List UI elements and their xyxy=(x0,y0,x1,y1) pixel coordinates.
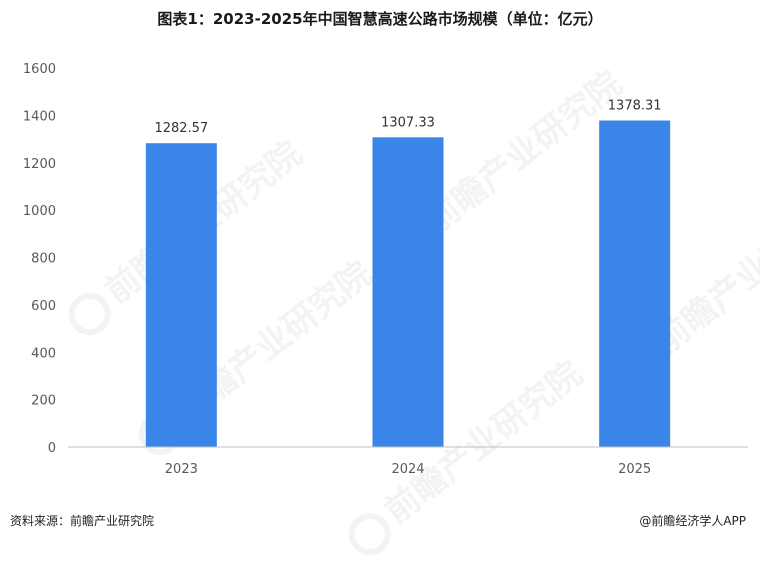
source-note: 资料来源：前瞻产业研究院 xyxy=(10,514,155,528)
x-tick-label: 2023 xyxy=(165,462,198,477)
x-tick-label: 2025 xyxy=(618,462,651,477)
bars xyxy=(145,120,671,448)
data-label-2025: 1378.31 xyxy=(608,99,662,114)
y-tick-label: 600 xyxy=(31,299,56,314)
y-tick-label: 400 xyxy=(31,346,56,361)
y-tick-label: 800 xyxy=(31,252,56,267)
brand-credit: @前瞻经济学人APP xyxy=(639,514,746,528)
chart-title: 图表1：2023-2025年中国智慧高速公路市场规模（单位：亿元） xyxy=(157,10,603,28)
y-tick-label: 1600 xyxy=(23,62,56,77)
y-tick-label: 0 xyxy=(48,441,56,456)
bar-2025 xyxy=(599,120,671,447)
bar-2023 xyxy=(145,143,217,448)
bar-2024 xyxy=(372,137,444,447)
y-axis-ticks: 0 200 400 600 800 1000 1200 1400 1600 xyxy=(23,62,56,456)
data-label-2024: 1307.33 xyxy=(381,115,435,130)
data-label-2023: 1282.57 xyxy=(154,121,208,136)
x-axis-ticks: 2023 2024 2025 xyxy=(165,462,651,477)
y-tick-label: 200 xyxy=(31,394,56,409)
data-labels: 1282.57 1307.33 1378.31 xyxy=(154,99,661,137)
x-tick-label: 2024 xyxy=(391,462,424,477)
bar-chart: 0 200 400 600 800 1000 1200 1400 1600 1282.57 130… xyxy=(23,62,748,477)
y-tick-label: 1200 xyxy=(23,157,56,172)
y-tick-label: 1000 xyxy=(23,204,56,219)
y-tick-label: 1400 xyxy=(23,109,56,124)
watermark-icon xyxy=(340,504,399,563)
